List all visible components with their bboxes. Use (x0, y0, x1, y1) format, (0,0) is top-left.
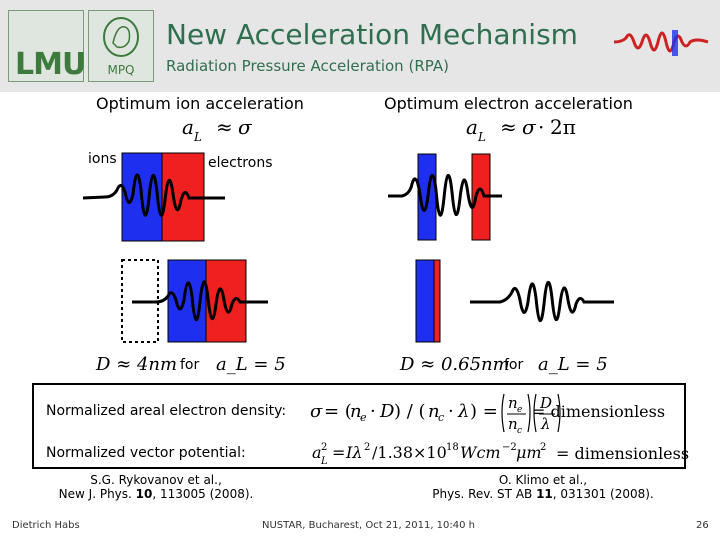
reference-left-authors: S.G. Rykovanov et al., (90, 473, 222, 487)
slide-title: New Acceleration Mechanism (166, 18, 578, 51)
left-formula: a L ≈ σ (182, 115, 253, 144)
density-equation: σ = ( n e · D ) / ( n c · λ ) = n e n c (310, 393, 531, 436)
svg-text:L: L (320, 456, 328, 467)
left-for-label: for (180, 357, 200, 373)
left-condition-a: a_L = 5 (216, 354, 286, 375)
svg-text:c: c (438, 411, 444, 424)
reference-right-volume: 11 (536, 487, 553, 501)
svg-text:/1.38×10: /1.38×10 (372, 443, 447, 462)
mpq-seal-icon (103, 17, 139, 57)
ions-label: ions (88, 151, 117, 167)
svg-text:) / (: ) / ( (394, 401, 426, 422)
mpq-logo-text: MPQ (107, 63, 135, 77)
svg-text:n: n (508, 394, 518, 412)
svg-text:a: a (182, 115, 194, 139)
right-for-label: for (504, 357, 524, 373)
svg-text:≈: ≈ (500, 115, 517, 139)
reference-left-journal: New J. Phys. (58, 487, 136, 501)
svg-text:λ: λ (540, 415, 551, 433)
footer-event: NUSTAR, Bucharest, Oct 21, 2011, 10:40 h (262, 520, 476, 531)
svg-text:2: 2 (364, 442, 370, 453)
svg-text:2π: 2π (550, 115, 576, 139)
right-condition-a: a_L = 5 (538, 354, 608, 375)
pulse-diagram-bottom-left (121, 259, 268, 343)
reference-right-citation: Phys. Rev. ST AB 11, 031301 (2008). (418, 487, 668, 501)
svg-text:=: = (332, 443, 345, 462)
svg-text:σ: σ (238, 115, 253, 139)
density-result: = dimensionless (532, 402, 666, 421)
ion-layer-block (415, 259, 435, 343)
laser-pulse-wave (82, 173, 225, 217)
svg-text:18: 18 (446, 442, 459, 453)
svg-text:≈: ≈ (216, 115, 233, 139)
right-condition-d: D ≈ 0.65nm (400, 354, 510, 375)
svg-text:λ: λ (457, 401, 469, 422)
laser-pulse-wave (132, 280, 268, 321)
density-fraction-d-lambda: D λ (533, 393, 561, 433)
svg-text:n: n (508, 415, 518, 433)
pulse-diagram-bottom-right (415, 259, 614, 343)
svg-text:n: n (350, 401, 362, 422)
svg-text:a: a (466, 115, 478, 139)
svg-text:Iλ: Iλ (345, 443, 362, 462)
potential-label: Normalized vector potential: (46, 445, 246, 461)
svg-text:n: n (428, 401, 440, 422)
svg-text:−2: −2 (502, 442, 517, 453)
left-condition-d: D ≈ 4nm (96, 354, 178, 375)
density-label: Normalized areal electron density: (46, 403, 287, 419)
left-heading: Optimum ion acceleration (96, 94, 304, 113)
pulse-diagram-top-right (388, 153, 502, 241)
mpq-logo: MPQ (88, 10, 154, 82)
pulse-diagram-top-left (82, 152, 225, 242)
reference-left: S.G. Rykovanov et al., New J. Phys. 10, … (40, 473, 272, 501)
svg-text:·: · (538, 115, 544, 139)
right-heading: Optimum electron acceleration (384, 94, 633, 113)
reference-left-volume: 10 (135, 487, 153, 501)
right-formula: a L ≈ σ · 2π (466, 115, 576, 144)
svg-text:2: 2 (540, 442, 546, 453)
electrons-label: electrons (208, 155, 273, 171)
svg-text:σ: σ (522, 115, 537, 139)
header-band: LMU MPQ New Acceleration Mechanism Radia… (0, 0, 720, 92)
footer-author: Dietrich Habs (12, 520, 80, 531)
definitions-box (32, 383, 686, 469)
reference-right-authors: O. Klimo et al., (498, 473, 588, 487)
svg-text:c: c (517, 426, 522, 436)
slide-subtitle: Radiation Pressure Acceleration (RPA) (166, 57, 449, 75)
svg-text:D: D (379, 401, 395, 422)
svg-text:= (: = ( (324, 401, 352, 422)
laser-pulse-wave (470, 281, 614, 322)
svg-text:2: 2 (321, 442, 327, 453)
wave-logo-icon (613, 30, 709, 56)
svg-text:e: e (517, 405, 522, 415)
svg-text:Wcm: Wcm (460, 443, 501, 462)
lmu-logo-text: LMU (15, 47, 86, 82)
ion-layer-outline (121, 259, 159, 343)
svg-text:L: L (193, 130, 202, 144)
reference-right: O. Klimo et al., Phys. Rev. ST AB 11, 03… (418, 473, 668, 501)
svg-text:L: L (477, 130, 486, 144)
svg-text:) =: ) = (470, 401, 498, 422)
reference-left-citation: New J. Phys. 10, 113005 (2008). (40, 487, 272, 501)
electron-layer-block (433, 259, 441, 343)
page-number: 26 (696, 520, 709, 531)
reference-left-pages: , 113005 (2008). (152, 487, 254, 501)
reference-right-journal: Phys. Rev. ST AB (432, 487, 537, 501)
reference-right-pages: , 031301 (2008). (552, 487, 654, 501)
svg-text:e: e (360, 411, 367, 424)
svg-text:μm: μm (516, 443, 542, 462)
svg-text:·: · (448, 401, 454, 422)
potential-equation: a 2 L = Iλ 2 /1.38×10 18 Wcm −2 μm 2 (312, 442, 546, 467)
potential-result: = dimensionless (556, 444, 690, 463)
svg-text:σ: σ (310, 401, 323, 422)
lmu-logo: LMU (8, 10, 86, 82)
svg-text:·: · (370, 401, 376, 422)
svg-text:a: a (312, 443, 322, 462)
svg-text:D: D (539, 394, 552, 412)
laser-pulse-wave (388, 174, 502, 217)
